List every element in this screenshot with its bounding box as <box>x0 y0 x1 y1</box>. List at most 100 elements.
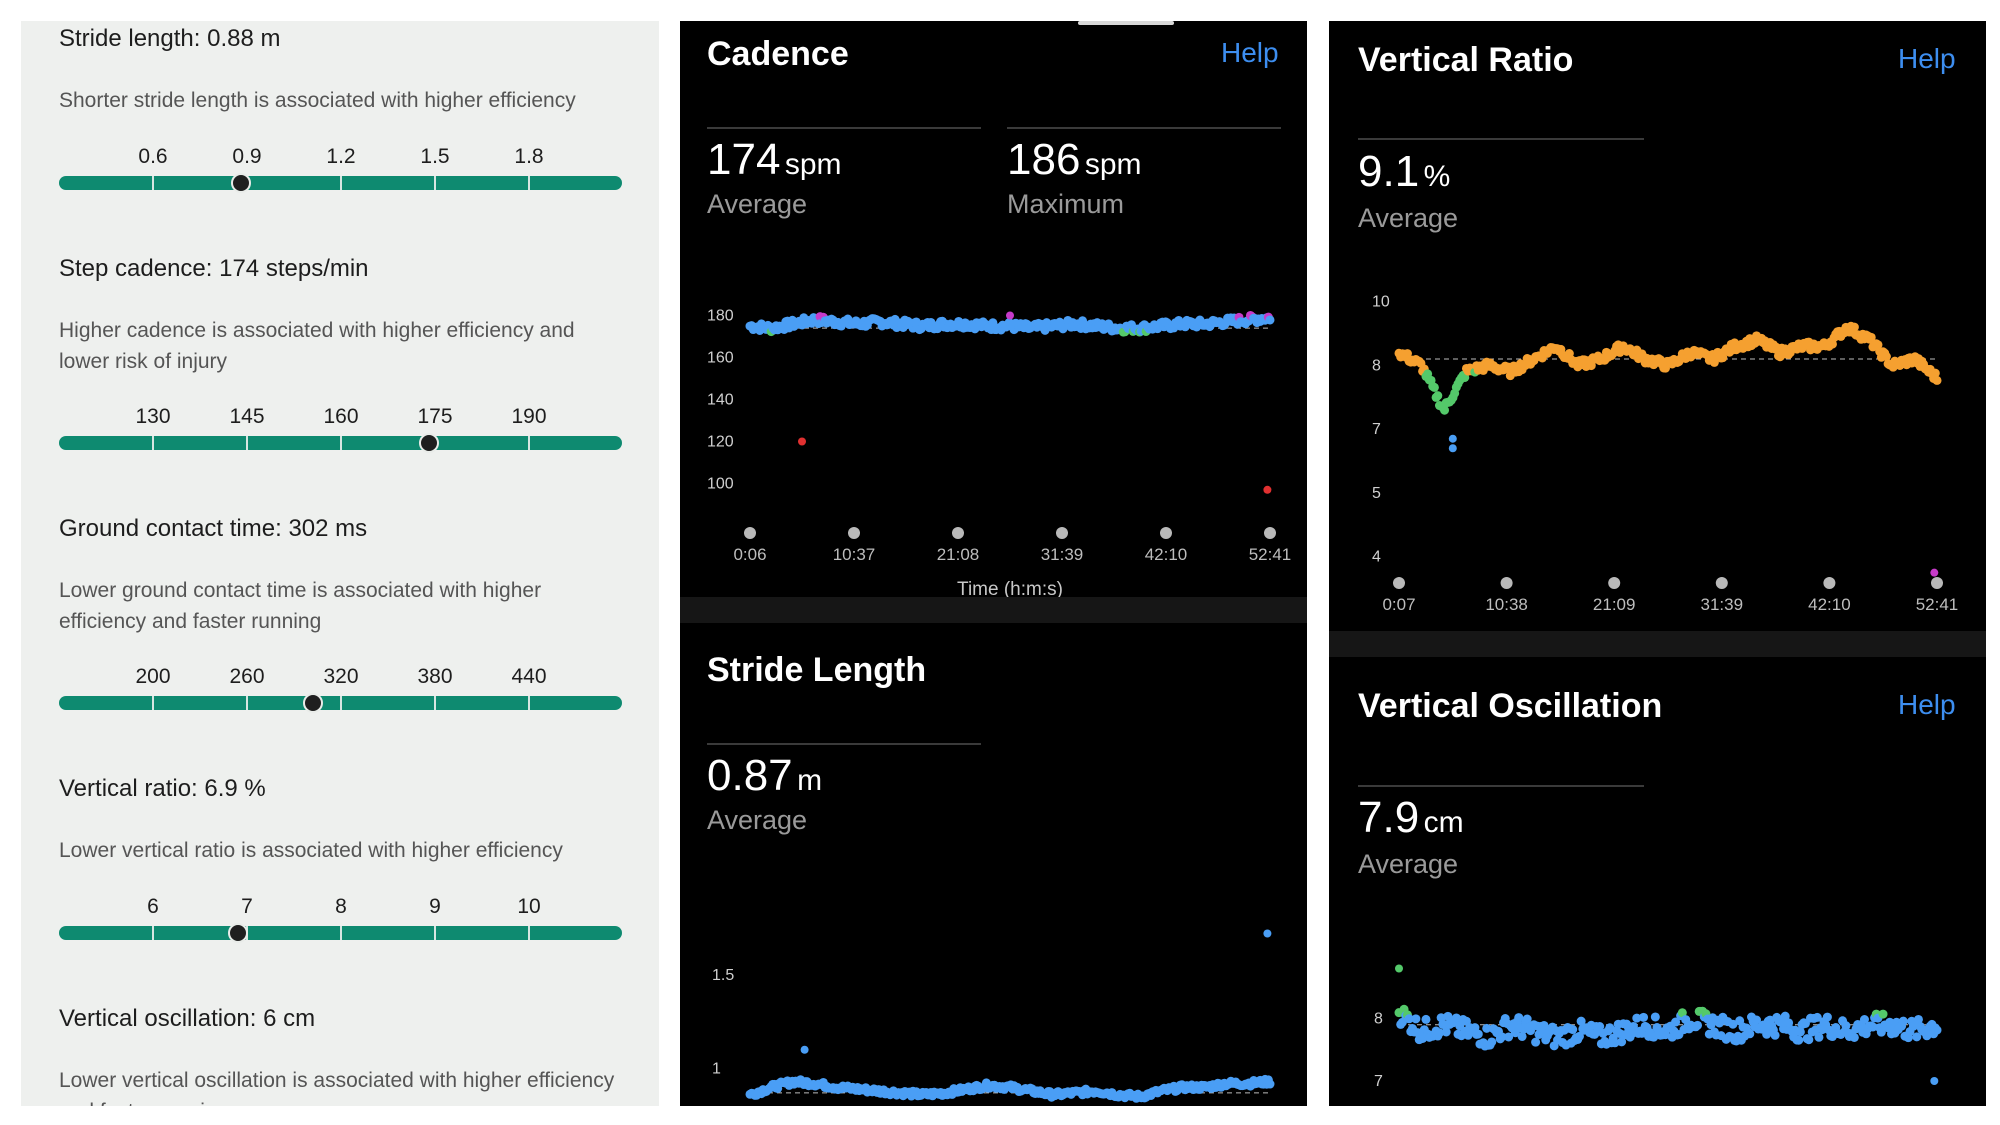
metric-description: Lower vertical oscillation is associated… <box>59 1069 615 1106</box>
scale-label: 9 <box>429 895 441 918</box>
data-point <box>1649 1032 1659 1042</box>
scale-label: 10 <box>517 895 541 918</box>
stat-unit: m <box>797 764 823 797</box>
scale-tick <box>152 436 154 450</box>
vertical-ratio-title: Vertical Ratio <box>1358 41 1574 79</box>
scale-labels: 0.6 0.9 1.2 1.5 1.8 <box>59 145 624 171</box>
y-tick-label: 4 <box>1372 549 1381 566</box>
y-tick-label: 5 <box>1372 485 1381 502</box>
cadence-help-link[interactable]: Help <box>1221 37 1279 68</box>
data-point <box>1866 332 1876 342</box>
stride-average-value: 0.87 m <box>707 751 822 801</box>
data-point <box>1617 1037 1627 1047</box>
data-point <box>1671 1017 1681 1027</box>
data-point <box>1451 1013 1461 1023</box>
metric-title: Vertical ratio: 6.9 % <box>59 775 266 802</box>
data-point <box>1265 1079 1275 1089</box>
scale-label: 320 <box>323 665 359 688</box>
outlier-point <box>798 437 806 446</box>
data-point <box>1841 1021 1851 1031</box>
cadence-stride-screen: Cadence Help 174 spm Average 186 spm Max… <box>680 21 1307 1106</box>
stat-unit: cm <box>1423 806 1464 839</box>
stride-length-chart: 1.51 <box>712 929 1275 1103</box>
vertical-ratio-average-label: Average <box>1358 203 1459 233</box>
data-point <box>1605 1023 1615 1033</box>
outlier-point <box>1263 485 1272 494</box>
y-tick-label: 8 <box>1372 357 1381 374</box>
x-tick-label: 52:41 <box>1249 545 1292 564</box>
separator <box>707 127 981 129</box>
stat-number: 186 <box>1007 135 1081 184</box>
outlier-point <box>1448 434 1457 443</box>
data-point <box>1932 375 1942 385</box>
data-point <box>1650 1012 1660 1022</box>
scale-tick <box>528 696 530 710</box>
data-point <box>1639 1012 1649 1022</box>
metric-description: Lower ground contact time is associated … <box>59 579 542 633</box>
x-tick-label: 21:08 <box>937 545 980 564</box>
data-point <box>1522 1014 1532 1024</box>
stat-unit: spm <box>784 148 842 181</box>
scale-tick <box>434 926 436 940</box>
separator <box>1007 127 1281 129</box>
data-point <box>1849 322 1859 332</box>
data-point <box>1728 1019 1738 1029</box>
data-point <box>1930 368 1940 378</box>
x-tick-marker <box>1056 527 1068 539</box>
metric-description: Shorter stride length is associated with… <box>59 89 576 112</box>
y-tick-label: 180 <box>707 308 734 325</box>
scale-label: 175 <box>417 405 453 428</box>
cadence-title: Cadence <box>707 35 849 73</box>
data-point <box>1912 1032 1922 1042</box>
data-point <box>1504 1032 1514 1042</box>
data-point <box>1814 1032 1824 1042</box>
x-tick-label: 31:39 <box>1041 545 1084 564</box>
stat-unit: spm <box>1084 148 1142 181</box>
x-tick-marker <box>1823 577 1836 589</box>
data-point <box>1693 1020 1703 1030</box>
y-tick-label: 1 <box>712 1061 721 1078</box>
y-tick-label: 100 <box>707 476 734 493</box>
vertical-oscillation-help-link[interactable]: Help <box>1898 689 1956 720</box>
data-point <box>1411 1014 1421 1024</box>
scale-track <box>59 693 622 713</box>
vertical-oscillation-average-label: Average <box>1358 849 1459 879</box>
scale-label: 200 <box>135 665 171 688</box>
data-point <box>1849 1032 1859 1042</box>
data-point <box>1429 382 1439 392</box>
data-point <box>1868 1022 1878 1032</box>
scale-label: 380 <box>417 665 453 688</box>
data-point <box>1752 1015 1762 1025</box>
x-axis-label: Time (h:m:s) <box>957 579 1063 600</box>
x-tick-label: 21:09 <box>1593 595 1636 614</box>
scale-label: 0.9 <box>232 145 262 168</box>
stride-average-label: Average <box>707 805 808 835</box>
cadence-chart: 180 160 140 120 100 0:06 10:37 21:08 31:39 42:10 5… <box>707 308 1292 601</box>
data-point <box>1706 1020 1716 1030</box>
metric-title: Ground contact time: 302 ms <box>59 515 368 542</box>
stat-number: 174 <box>707 135 781 184</box>
scale-labels: 200 260 320 380 440 <box>59 665 624 691</box>
data-point <box>1440 405 1450 415</box>
scale-label: 1.2 <box>326 145 356 168</box>
data-point <box>1822 1012 1832 1022</box>
data-point <box>1932 1025 1942 1035</box>
separator <box>1358 785 1644 787</box>
outlier-point <box>1006 311 1014 320</box>
x-tick-label: 10:38 <box>1485 595 1528 614</box>
vertical-ratio-help-link[interactable]: Help <box>1898 43 1956 74</box>
data-point <box>1576 1016 1586 1026</box>
scale-label: 190 <box>511 405 547 428</box>
outlier-point <box>1263 929 1272 938</box>
data-point <box>1421 1014 1431 1024</box>
outlier-point <box>1395 964 1403 973</box>
running-form-panel: Stride length: 0.88 m Shorter stride len… <box>21 21 659 1106</box>
data-point <box>1441 1027 1451 1037</box>
scale-label: 1.5 <box>420 145 450 168</box>
x-tick-marker <box>848 527 860 539</box>
outlier-point <box>1930 1077 1939 1085</box>
metric-description: Higher cadence is associated with higher… <box>59 319 575 373</box>
data-point <box>1404 1014 1414 1024</box>
vertical-oscillation-average-value: 7.9 cm <box>1358 793 1464 843</box>
scale-label: 440 <box>511 665 547 688</box>
